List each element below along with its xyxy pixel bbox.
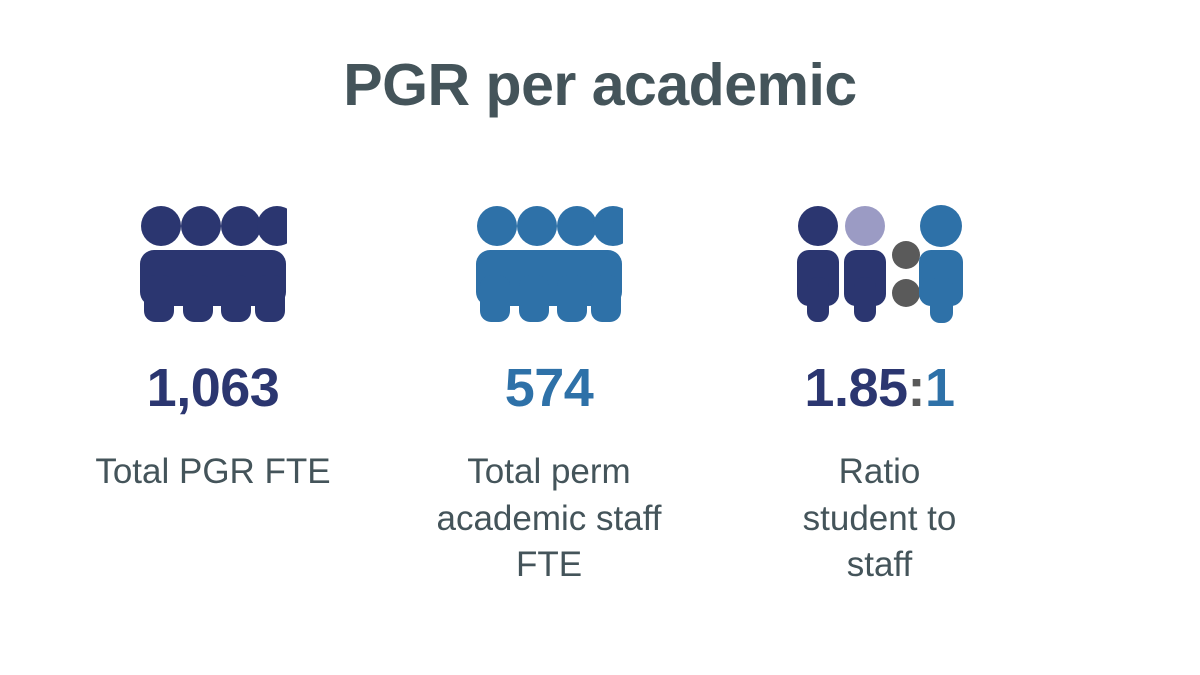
stat-caption: Ratio student to staff [802,452,957,585]
stat-value-suffix: 1 [925,358,955,418]
stat-value: 574 [504,358,594,418]
stat-caption: Total perm academic staff FTE [436,452,662,585]
group-of-four-people-icon [139,205,287,333]
stat-card-total-perm-academic-staff-fte: 574 Total perm academic staff FTE [392,205,706,589]
stat-card-ratio-student-to-staff: 1.85:1 Ratio student to staff [706,205,1046,589]
stat-value: 1.85:1 [804,358,955,418]
two-people-to-one-person-ratio-icon [795,205,965,333]
stat-value-prefix: 1.85 [804,358,908,418]
stat-value-separator: : [907,358,926,418]
stat-card-total-pgr-fte: 1,063 Total PGR FTE [0,205,392,589]
stat-columns: 1,063 Total PGR FTE [0,205,1200,589]
stat-value: 1,063 [146,358,280,418]
page-title: PGR per academic [343,52,857,118]
stat-caption: Total PGR FTE [95,452,331,491]
group-of-four-people-icon [475,205,623,333]
